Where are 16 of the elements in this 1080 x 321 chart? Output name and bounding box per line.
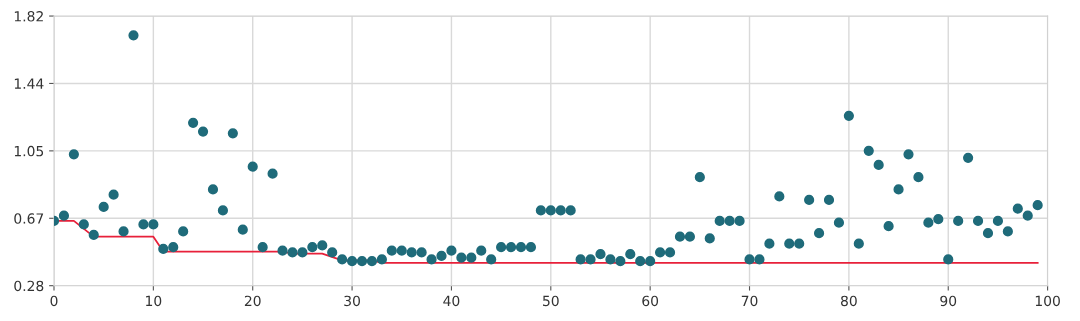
x-tick-label: 10 (146, 295, 162, 307)
x-tick-label: 50 (543, 295, 559, 307)
x-tick-label: 100 (1035, 295, 1060, 307)
y-tick-label: 1.82 (14, 11, 43, 22)
x-tick-label: 60 (642, 295, 659, 307)
y-tick-label: 1.44 (14, 78, 44, 89)
y-tick-label: 1.05 (14, 145, 44, 157)
x-tick-label: 40 (443, 295, 460, 307)
x-tick-label: 90 (940, 295, 957, 307)
y-tick-label: 0.28 (14, 280, 44, 292)
y-tick-label: 0.67 (14, 213, 44, 224)
x-tick-label: 70 (741, 295, 758, 307)
x-tick-label: 80 (840, 295, 857, 307)
x-tick-label: 30 (344, 295, 360, 307)
x-tick-label: 20 (244, 295, 261, 307)
x-tick-label: 0 (50, 295, 58, 307)
